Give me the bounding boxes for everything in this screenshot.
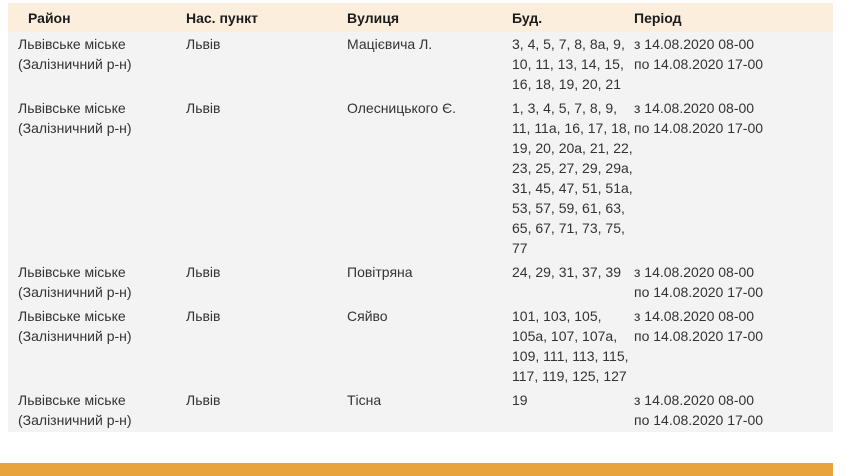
col-header-street: Вулиця bbox=[337, 3, 502, 32]
table-row: Львівське міське (Залізничний р-н) Львів… bbox=[8, 260, 833, 304]
cell-settlement: Львів bbox=[176, 388, 337, 432]
cell-buildings: 1, 3, 4, 5, 7, 8, 9, 11, 11а, 16, 17, 18… bbox=[502, 96, 633, 260]
outage-schedule-table: Район Нас. пункт Вулиця Буд. Період Льві… bbox=[8, 3, 833, 432]
outage-schedule-page: Район Нас. пункт Вулиця Буд. Період Льві… bbox=[0, 3, 857, 476]
cell-period: з 14.08.2020 08-00 по 14.08.2020 17-00 bbox=[624, 304, 833, 388]
cell-buildings: 24, 29, 31, 37, 39 bbox=[502, 260, 624, 304]
cell-settlement: Львів bbox=[176, 32, 337, 96]
cell-district: Львівське міське (Залізничний р-н) bbox=[8, 304, 176, 388]
cell-buildings: 3, 4, 5, 7, 8, 8а, 9, 10, 11, 13, 14, 15… bbox=[502, 32, 625, 96]
col-header-period: Період bbox=[624, 3, 833, 32]
col-header-district: Район bbox=[8, 3, 176, 32]
cell-street: Олесницького Є. bbox=[337, 96, 502, 260]
table-row: Львівське міське (Залізничний р-н) Львів… bbox=[8, 96, 833, 260]
cell-district: Львівське міське (Залізничний р-н) bbox=[8, 388, 176, 432]
cell-period: з 14.08.2020 08-00 по 14.08.2020 17-00 bbox=[624, 388, 833, 432]
cell-settlement: Львів bbox=[176, 260, 337, 304]
cell-period: з 14.08.2020 08-00 по 14.08.2020 17-00 bbox=[624, 260, 833, 304]
cell-settlement: Львів bbox=[176, 304, 337, 388]
cell-district: Львівське міське (Залізничний р-н) bbox=[8, 96, 176, 260]
col-header-buildings: Буд. bbox=[502, 3, 624, 32]
col-header-settlement: Нас. пункт bbox=[176, 3, 337, 32]
cell-street: Мацієвича Л. bbox=[337, 32, 502, 96]
cell-street: Тісна bbox=[337, 388, 502, 432]
cell-district: Львівське міське (Залізничний р-н) bbox=[8, 32, 176, 96]
cell-settlement: Львів bbox=[176, 96, 337, 260]
table-row: Львівське міське (Залізничний р-н) Львів… bbox=[8, 32, 833, 96]
footer-accent-bar bbox=[0, 463, 833, 476]
cell-street: Повітряна bbox=[337, 260, 502, 304]
cell-street: Сяйво bbox=[337, 304, 502, 388]
cell-buildings: 19 bbox=[502, 388, 624, 432]
cell-period: з 14.08.2020 08-00 по 14.08.2020 17-00 bbox=[624, 32, 833, 96]
table-row: Львівське міське (Залізничний р-н) Львів… bbox=[8, 388, 833, 432]
cell-district: Львівське міське (Залізничний р-н) bbox=[8, 260, 176, 304]
table-row: Львівське міське (Залізничний р-н) Львів… bbox=[8, 304, 833, 388]
cell-buildings: 101, 103, 105, 105а, 107, 107а, 109, 111… bbox=[502, 304, 629, 388]
cell-period: з 14.08.2020 08-00 по 14.08.2020 17-00 bbox=[624, 96, 833, 260]
table-header-row: Район Нас. пункт Вулиця Буд. Період bbox=[8, 3, 833, 32]
